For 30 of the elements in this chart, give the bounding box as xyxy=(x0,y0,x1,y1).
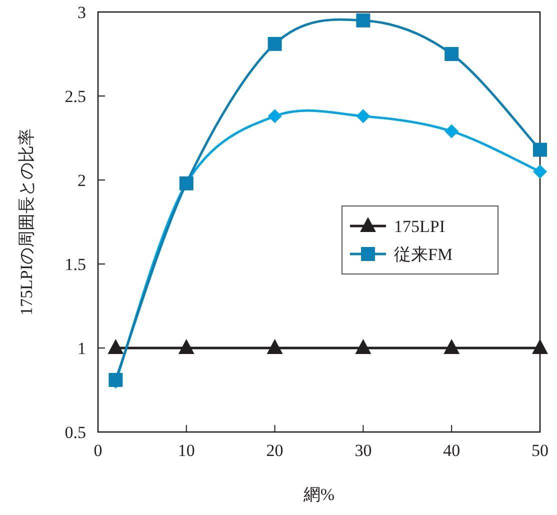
y-tick-label: 3 xyxy=(78,3,86,22)
point xyxy=(533,164,547,179)
y-tick-label: 2 xyxy=(78,171,86,190)
x-tick-label: 40 xyxy=(443,441,460,460)
x-tick-label: 10 xyxy=(178,441,195,460)
point xyxy=(266,339,283,354)
x-tick-label: 0 xyxy=(94,441,102,460)
legend-label: 175LPI xyxy=(394,217,446,236)
point xyxy=(355,339,372,354)
point xyxy=(532,339,548,354)
point xyxy=(444,124,459,138)
point xyxy=(178,339,194,354)
y-tick-label: 1 xyxy=(78,339,86,358)
point xyxy=(108,339,124,354)
y-axis-title: 175LPIの周囲長との比率 xyxy=(17,128,36,316)
point xyxy=(268,109,282,124)
point xyxy=(356,13,370,28)
x-tick-label: 50 xyxy=(532,441,548,460)
point xyxy=(444,47,459,61)
point xyxy=(533,142,547,157)
x-axis-title: 網% xyxy=(302,485,335,504)
legend-label: 従来FM xyxy=(394,245,453,264)
point xyxy=(356,109,370,124)
y-tick-label: 1.5 xyxy=(64,255,86,274)
y-tick-label: 0.5 xyxy=(64,423,86,442)
x-tick-label: 20 xyxy=(266,441,284,460)
point xyxy=(268,36,282,51)
y-tick-label: 2.5 xyxy=(64,87,86,106)
point xyxy=(444,339,460,354)
x-tick-label: 30 xyxy=(354,441,372,460)
